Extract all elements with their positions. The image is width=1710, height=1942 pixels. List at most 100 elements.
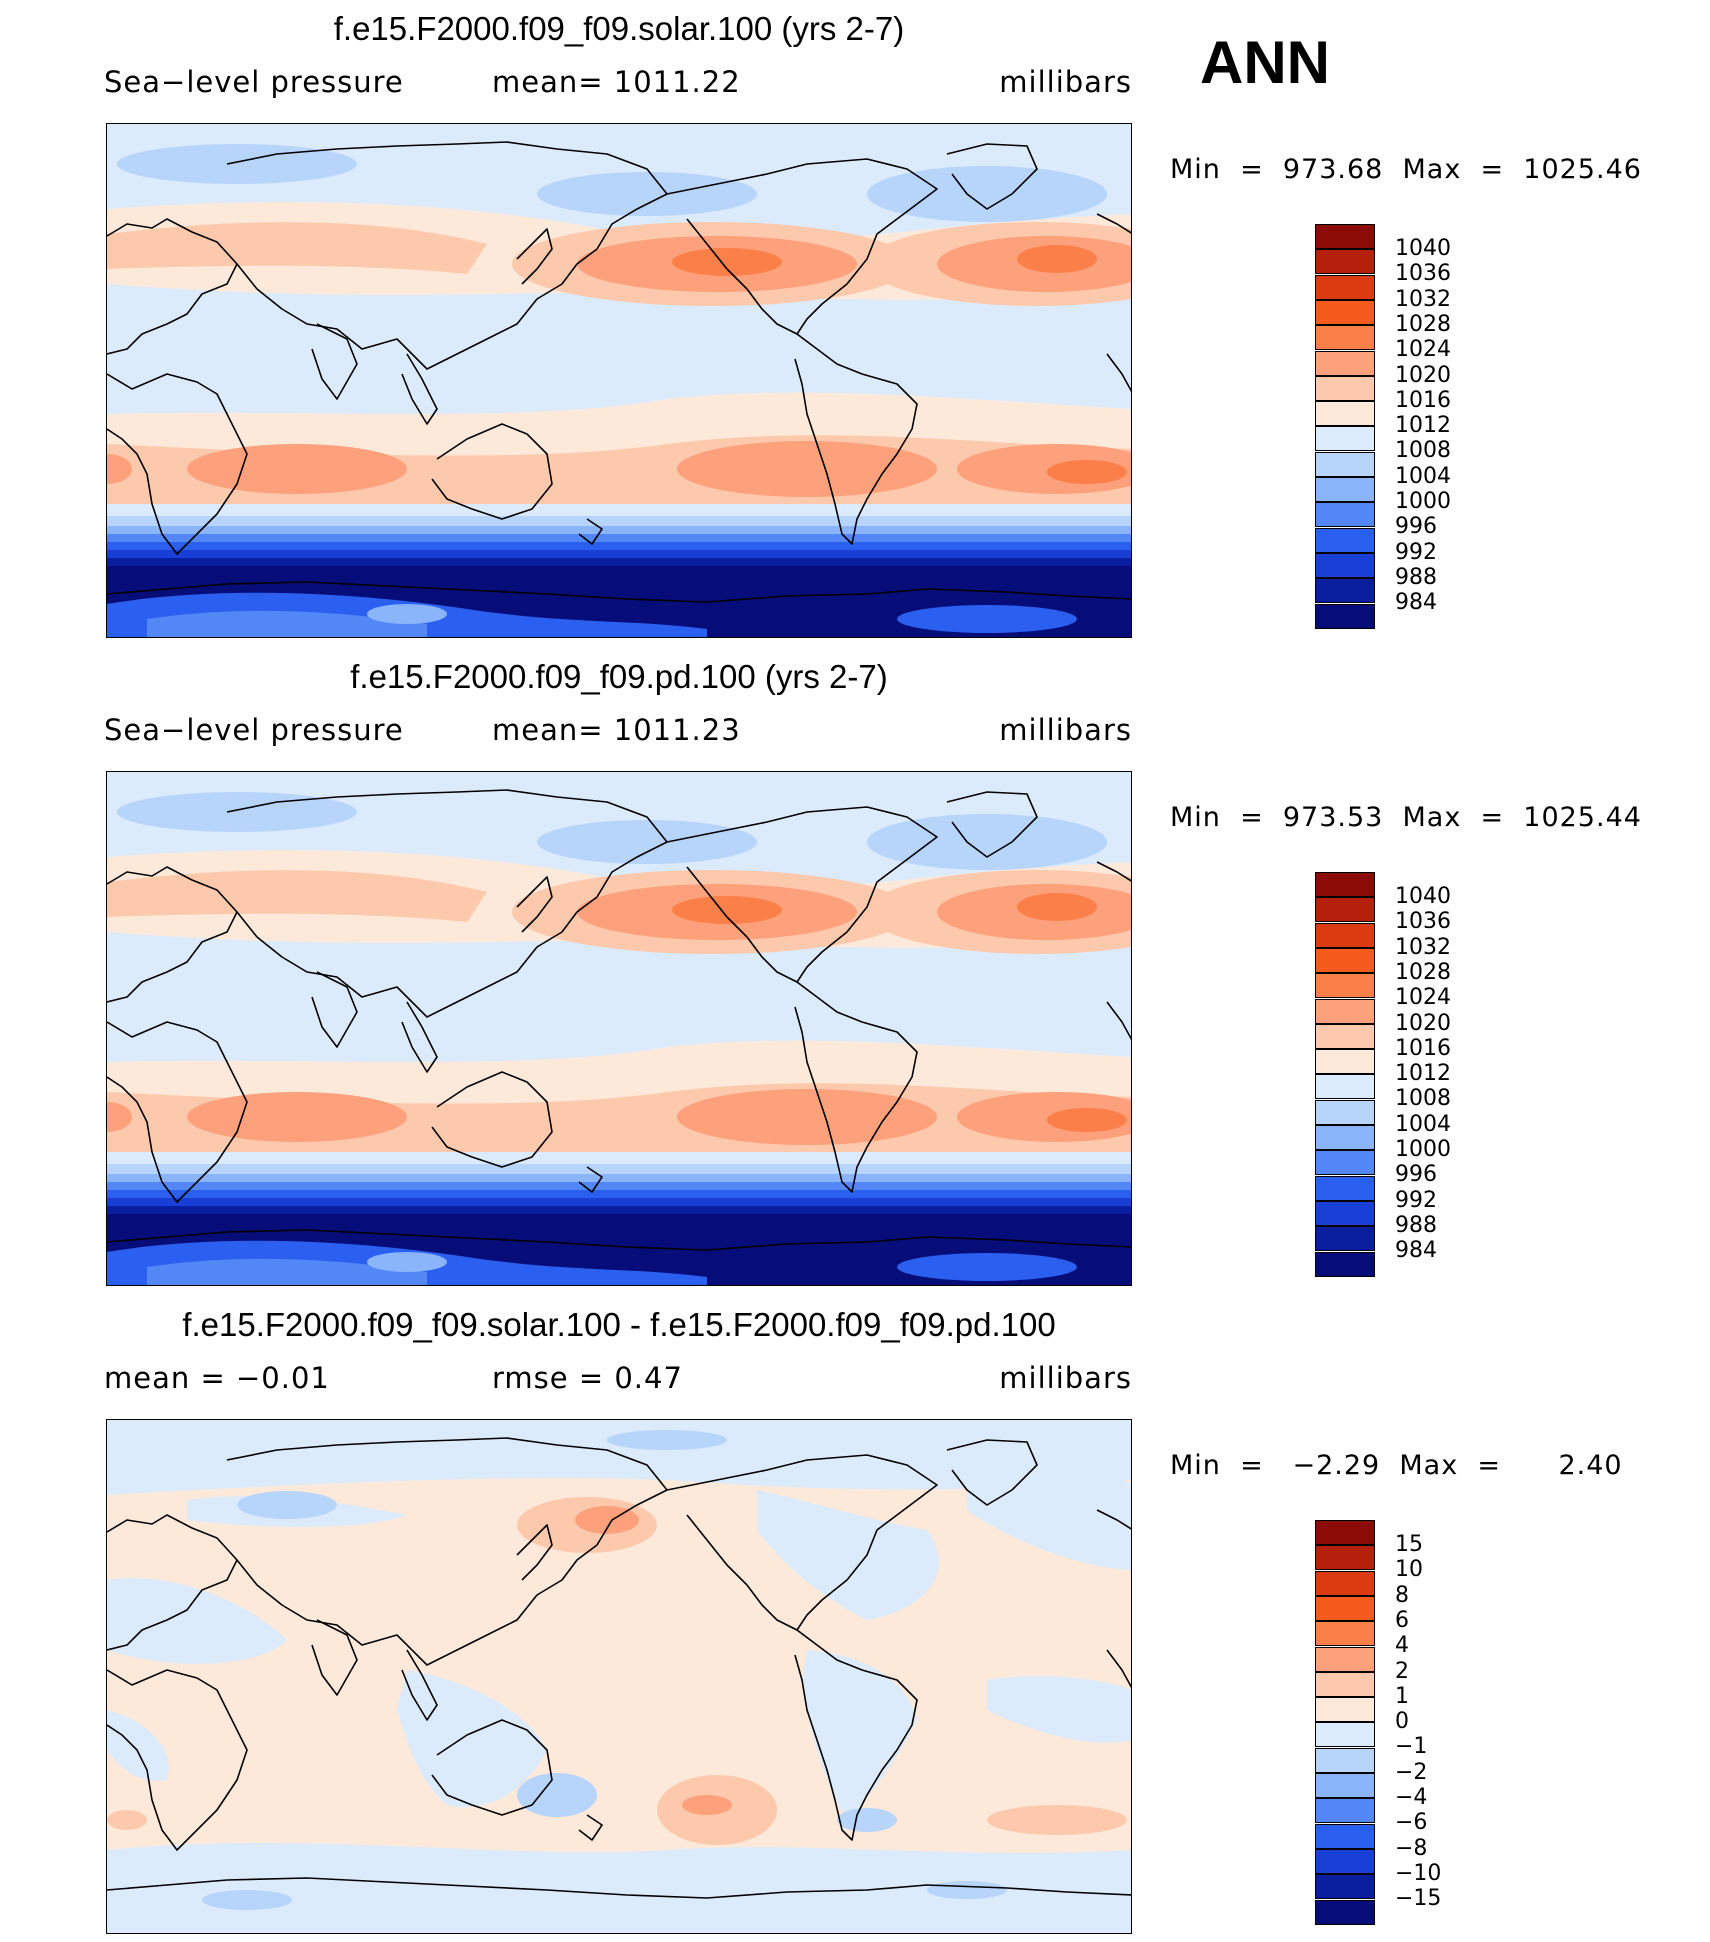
colorbar-swatch [1315, 1200, 1375, 1226]
map-panel-1: f.e15.F2000.f09_f09.solar.100 (yrs 2-7) S… [0, 0, 1710, 646]
min-max-label: Min = 973.53 Max = 1025.44 [1170, 802, 1642, 833]
variable-label: Sea−level pressure [104, 65, 404, 99]
colorbar-label: 1000 [1395, 489, 1451, 514]
colorbar-swatch [1315, 1646, 1375, 1672]
colorbar-label: 996 [1395, 1162, 1437, 1188]
colorbar-label: 1008 [1395, 1086, 1451, 1112]
colorbar-swatch [1315, 578, 1375, 604]
colorbar-label: 992 [1395, 539, 1437, 565]
colorbar-label: 1028 [1395, 959, 1451, 985]
colorbar-label: 996 [1395, 514, 1437, 540]
colorbar-swatch [1315, 502, 1375, 528]
units-label: millibars [999, 1361, 1132, 1395]
colorbar-swatch [1315, 947, 1375, 973]
colorbar-label: 1012 [1395, 413, 1451, 439]
colorbar-swatch [1315, 552, 1375, 578]
units-label: millibars [999, 713, 1132, 747]
map-canvas [107, 772, 1131, 1285]
colorbar-swatch [1315, 274, 1375, 300]
colorbar-swatch [1315, 375, 1375, 401]
colorbar-label: 1016 [1395, 387, 1451, 413]
colorbar-swatch [1315, 1848, 1375, 1874]
colorbar-swatch [1315, 1621, 1375, 1647]
variable-label: Sea−level pressure [104, 713, 404, 747]
colorbar-swatch [1315, 451, 1375, 477]
colorbar-swatch [1315, 1823, 1375, 1849]
colorbar-label: 8 [1395, 1582, 1409, 1608]
colorbar-label: 1000 [1395, 1137, 1451, 1162]
colorbar-label: 1036 [1395, 909, 1451, 935]
coastlines [107, 1437, 1131, 1899]
colorbar-label: 1012 [1395, 1061, 1451, 1087]
colorbar-label: −15 [1395, 1886, 1442, 1912]
colorbar-label: −6 [1395, 1810, 1428, 1836]
coastlines [107, 141, 1131, 603]
colorbar-label: 15 [1395, 1532, 1423, 1557]
colorbar-swatch [1315, 249, 1375, 275]
colorbar-label: −4 [1395, 1785, 1428, 1810]
units-label: millibars [999, 65, 1132, 99]
colorbar-label: 1020 [1395, 1010, 1451, 1036]
map-canvas [107, 124, 1131, 637]
colorbar-swatch [1315, 325, 1375, 351]
colorbar-swatch [1315, 1874, 1375, 1900]
colorbar-label: 984 [1395, 1238, 1437, 1264]
colorbar-swatch [1315, 1099, 1375, 1125]
colorbar-label: 1040 [1395, 236, 1451, 261]
colorbar-swatch [1315, 477, 1375, 502]
colorbar-label: 1024 [1395, 985, 1451, 1011]
contour-map [106, 123, 1132, 638]
colorbar-label: −10 [1395, 1860, 1442, 1886]
contour-map [106, 1419, 1132, 1934]
colorbar-swatch [1315, 426, 1375, 452]
mean-label: mean= 1011.23 [492, 713, 741, 747]
colorbar-label: 0 [1395, 1709, 1409, 1735]
colorbar-swatch [1315, 973, 1375, 999]
colorbar-label: 1024 [1395, 337, 1451, 363]
colorbar-swatch [1315, 1747, 1375, 1773]
colorbar-swatch [1315, 1798, 1375, 1824]
mean-label: mean= 1011.22 [492, 65, 741, 99]
colorbar-swatch [1315, 1595, 1375, 1621]
colorbar-label: 1 [1395, 1683, 1409, 1709]
colorbar-label: 4 [1395, 1633, 1409, 1659]
colorbar-label: 992 [1395, 1187, 1437, 1213]
colorbar-swatch [1315, 922, 1375, 948]
map-canvas [107, 1420, 1131, 1933]
min-max-label: Min = −2.29 Max = 2.40 [1170, 1450, 1623, 1481]
colorbar-label: 1040 [1395, 884, 1451, 909]
colorbar-label: 1028 [1395, 311, 1451, 337]
colorbar-label: −1 [1395, 1734, 1428, 1760]
colorbar-label: 1004 [1395, 1111, 1451, 1137]
colorbar-swatch [1315, 401, 1375, 427]
colorbar-swatch [1315, 1545, 1375, 1571]
colorbar-label: 1008 [1395, 438, 1451, 464]
colorbar-label: 1004 [1395, 463, 1451, 489]
colorbar-swatch [1315, 1023, 1375, 1049]
colorbar-label: 1016 [1395, 1035, 1451, 1061]
colorbar-label: 1020 [1395, 362, 1451, 388]
colorbar-label: 988 [1395, 564, 1437, 590]
colorbar-swatch [1315, 1125, 1375, 1150]
colorbar-label: 6 [1395, 1607, 1409, 1633]
min-max-label: Min = 973.68 Max = 1025.46 [1170, 154, 1642, 185]
colorbar-swatch [1315, 1226, 1375, 1252]
colorbar-swatch [1315, 1175, 1375, 1201]
colorbar-swatch [1315, 1671, 1375, 1697]
colorbar-swatch [1315, 527, 1375, 553]
colorbar-swatch [1315, 1570, 1375, 1596]
variable-label: mean = −0.01 [104, 1361, 330, 1395]
colorbar-label: 984 [1395, 590, 1437, 616]
colorbar-swatch [1315, 897, 1375, 923]
colorbar-swatch [1315, 1049, 1375, 1075]
colorbar-swatch [1315, 1899, 1375, 1925]
colorbar-label: 2 [1395, 1658, 1409, 1684]
colorbar-label: 988 [1395, 1212, 1437, 1238]
colorbar-swatch [1315, 1520, 1375, 1545]
colorbar-label: −2 [1395, 1759, 1428, 1785]
colorbar-swatch [1315, 224, 1375, 249]
colorbar-swatch [1315, 1150, 1375, 1176]
season-label: ANN [1200, 29, 1330, 96]
colorbar-swatch [1315, 1074, 1375, 1100]
colorbar-swatch [1315, 1773, 1375, 1798]
